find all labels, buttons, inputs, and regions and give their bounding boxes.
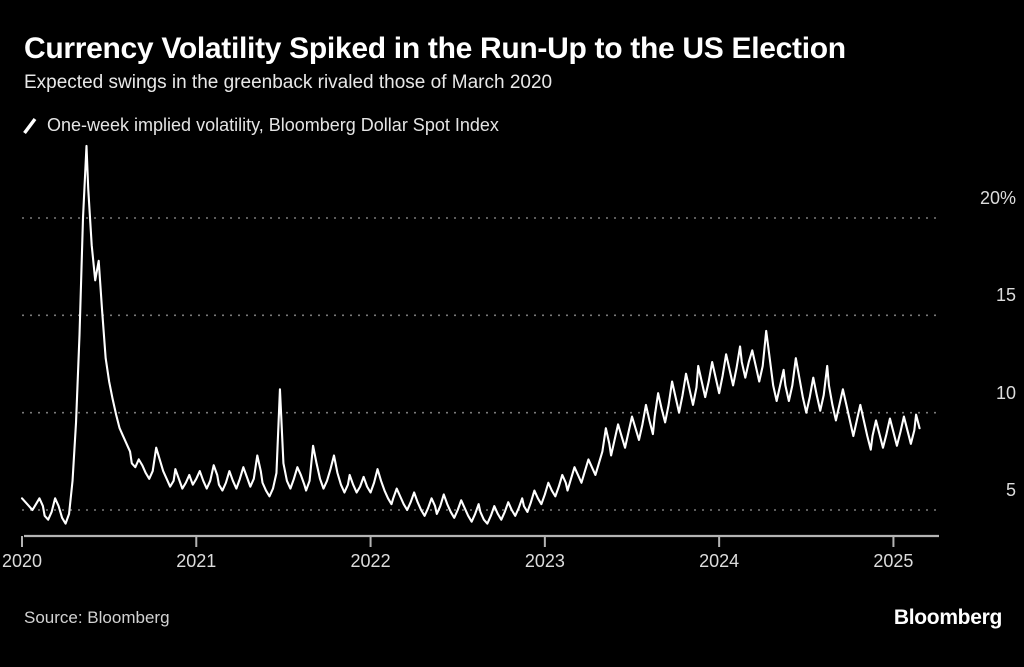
source-note: Source: Bloomberg <box>24 608 170 627</box>
x-axis-tick-label: 2021 <box>176 551 217 571</box>
y-axis-tick-label: 20% <box>979 188 1016 208</box>
x-axis-tick-label: 2025 <box>873 551 914 571</box>
x-axis-tick-label: 2024 <box>699 551 740 571</box>
y-axis-tick-label: 5 <box>1005 480 1016 500</box>
page-title: Currency Volatility Spiked in the Run-Up… <box>24 32 846 65</box>
series-line <box>20 144 921 525</box>
x-axis-tick-label: 2020 <box>1 551 43 571</box>
x-axis-tick-label: 2023 <box>524 551 565 571</box>
legend-label: One-week implied volatility, Bloomberg D… <box>47 115 499 135</box>
y-axis-tick-label: 10 <box>995 382 1016 403</box>
x-axis-tick-label: 2022 <box>350 551 391 571</box>
page-subtitle: Expected swings in the greenback rivaled… <box>24 72 553 93</box>
bloomberg-logo: Bloomberg <box>893 606 1002 629</box>
slash-line-mark-icon <box>22 117 38 135</box>
y-axis-tick-label: 15 <box>995 285 1016 306</box>
chart-legend: One-week implied volatility, Bloomberg D… <box>22 115 499 136</box>
